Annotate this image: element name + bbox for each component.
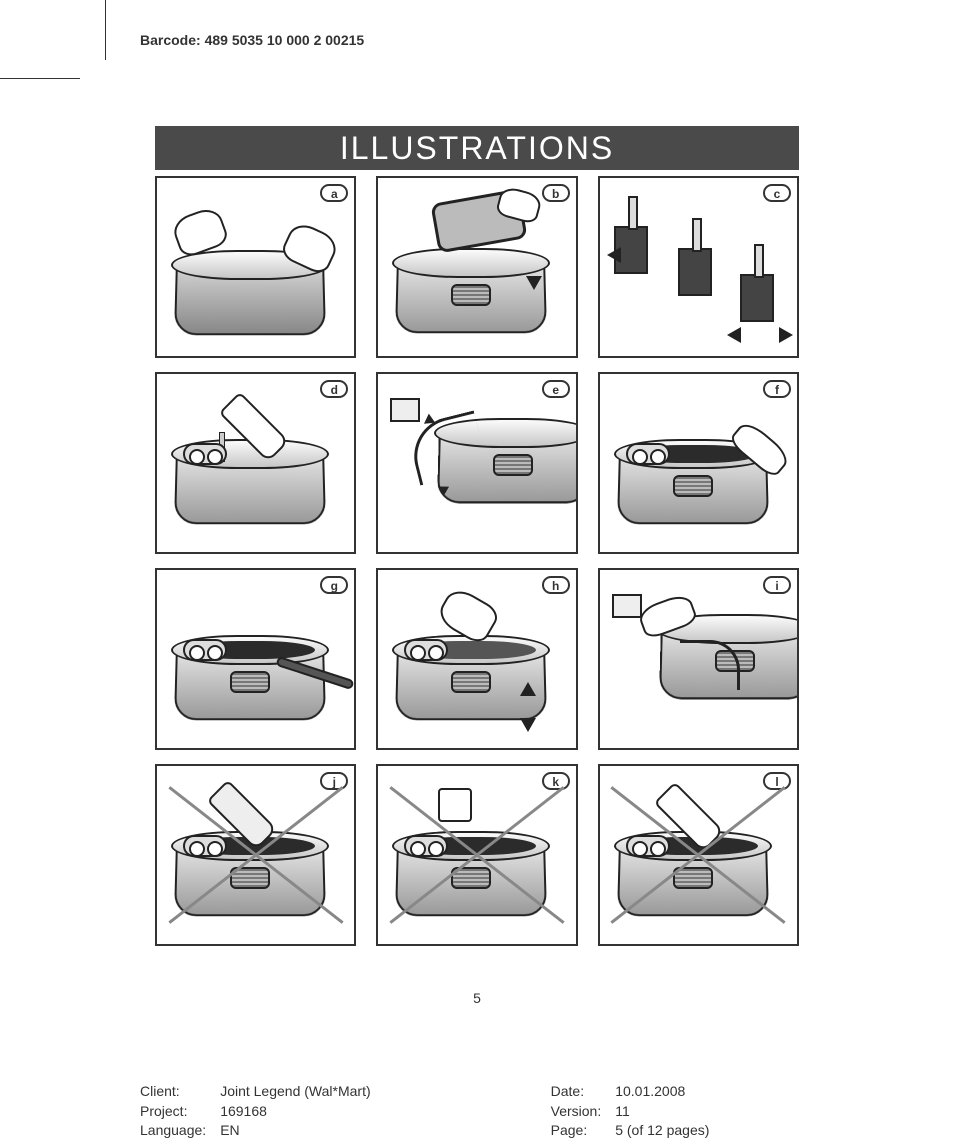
panel-f: f — [598, 372, 799, 554]
panel-d: d — [155, 372, 356, 554]
panel-h: h — [376, 568, 577, 750]
language-value: EN — [220, 1121, 370, 1141]
crop-mark-v — [105, 0, 106, 60]
panel-e: e — [376, 372, 577, 554]
panel-i: i — [598, 568, 799, 750]
arrow-icon — [607, 247, 621, 263]
panel-label: d — [320, 380, 348, 398]
bracket-icon — [740, 274, 774, 322]
panel-label: k — [542, 772, 570, 790]
page-value: 5 (of 12 pages) — [615, 1121, 709, 1141]
language-label: Language: — [140, 1121, 206, 1141]
panel-k: k — [376, 764, 577, 946]
crop-mark-h — [0, 78, 80, 79]
panel-label: b — [542, 184, 570, 202]
panel-label: e — [542, 380, 570, 398]
panel-g: g — [155, 568, 356, 750]
date-label: Date: — [551, 1082, 602, 1102]
illustration-grid: a b c d e — [155, 176, 799, 946]
date-value: 10.01.2008 — [615, 1082, 709, 1102]
arrow-icon — [779, 327, 793, 343]
socket-icon — [390, 398, 420, 422]
fryer-icon — [396, 821, 556, 921]
arrow-down-icon — [520, 718, 536, 732]
panel-b: b — [376, 176, 577, 358]
arrow-down-icon — [526, 276, 542, 290]
page-number: 5 — [0, 990, 954, 1006]
footer: Client: Joint Legend (Wal*Mart) Project:… — [140, 1082, 709, 1141]
panel-label: l — [763, 772, 791, 790]
footer-right: Date: 10.01.2008 Version: 11 Page: 5 (of… — [551, 1082, 710, 1141]
client-value: Joint Legend (Wal*Mart) — [220, 1082, 370, 1102]
arrow-icon — [727, 327, 741, 343]
arrow-up-icon — [520, 682, 536, 696]
version-value: 11 — [615, 1102, 709, 1122]
panel-a: a — [155, 176, 356, 358]
page-label: Page: — [551, 1121, 602, 1141]
panel-label: i — [763, 576, 791, 594]
panel-j: j — [155, 764, 356, 946]
project-value: 169168 — [220, 1102, 370, 1122]
panel-l: l — [598, 764, 799, 946]
client-label: Client: — [140, 1082, 206, 1102]
socket-icon — [612, 594, 642, 618]
title-bar: ILLUSTRATIONS — [155, 126, 799, 170]
project-label: Project: — [140, 1102, 206, 1122]
panel-label: j — [320, 772, 348, 790]
panel-label: a — [320, 184, 348, 202]
panel-label: g — [320, 576, 348, 594]
version-label: Version: — [551, 1102, 602, 1122]
cube-icon — [438, 788, 472, 822]
panel-c: c — [598, 176, 799, 358]
cord-icon — [680, 640, 740, 690]
panel-label: c — [763, 184, 791, 202]
panel-label: f — [763, 380, 791, 398]
panel-label: h — [542, 576, 570, 594]
barcode-text: Barcode: 489 5035 10 000 2 00215 — [140, 32, 364, 48]
footer-left: Client: Joint Legend (Wal*Mart) Project:… — [140, 1082, 371, 1141]
bracket-icon — [678, 248, 712, 296]
